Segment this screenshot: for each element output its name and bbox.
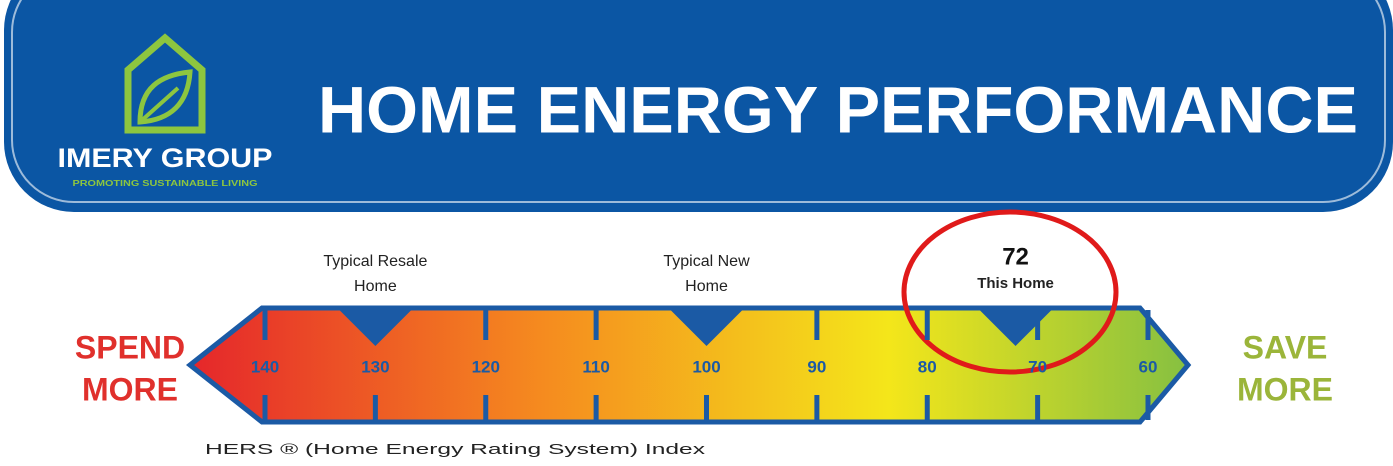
marker-label: Typical New [663, 253, 750, 270]
marker-label: Home [354, 278, 397, 295]
tick-label: 140 [251, 357, 279, 376]
tick-label: 70 [1028, 357, 1047, 376]
banner [4, 0, 1393, 212]
marker-triangle [670, 310, 743, 346]
tick-label: 120 [472, 357, 500, 376]
logo-icon [124, 33, 206, 134]
title: HOME ENERGY PERFORMANCE [318, 72, 1358, 146]
marker-label: Home [685, 278, 728, 295]
save-label: MORE [1237, 371, 1333, 407]
tick-label: 110 [582, 357, 609, 376]
marker-triangle [339, 310, 412, 346]
footer: HERS ® (Home Energy Rating System) Index [205, 441, 706, 458]
tick-label: 90 [807, 357, 826, 376]
tick-label: 60 [1139, 357, 1158, 376]
highlight-circle [901, 209, 1119, 375]
marker-label: This Home [977, 275, 1054, 292]
spend-label: MORE [82, 371, 178, 407]
marker-triangle [979, 310, 1052, 346]
logo-tagline: PROMOTING SUSTAINABLE LIVING [73, 179, 258, 188]
logo-name: IMERY GROUP [58, 143, 273, 173]
spend-label: SPEND [75, 329, 185, 365]
scale-arrow [185, 305, 1192, 425]
tick-label: 100 [692, 357, 720, 376]
tick-label: 130 [361, 357, 389, 376]
save-label: SAVE [1243, 329, 1328, 365]
tick-label: 80 [918, 357, 937, 376]
banner-border [11, 0, 1386, 203]
marker-label: Typical Resale [323, 253, 427, 270]
this-home-value: 72 [1002, 243, 1029, 270]
